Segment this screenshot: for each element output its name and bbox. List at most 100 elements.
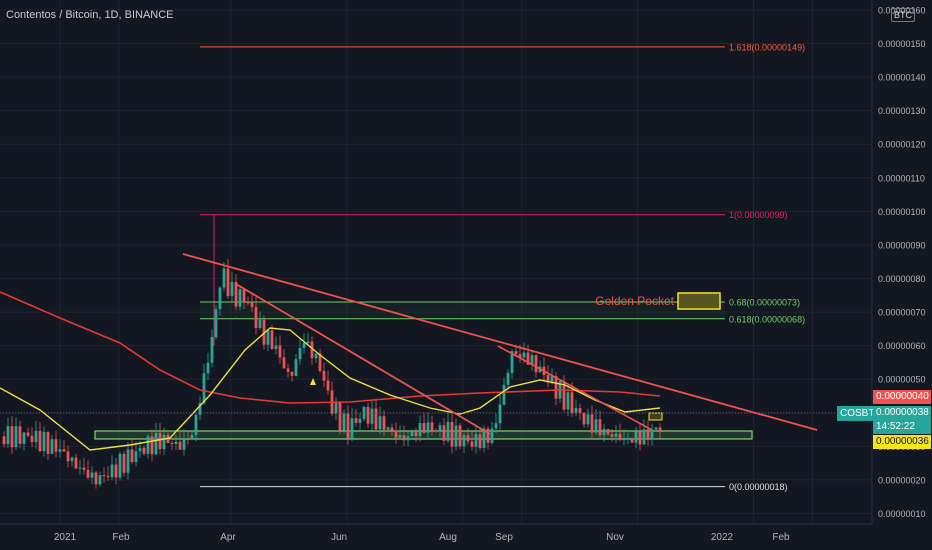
candle-body	[30, 435, 34, 443]
candle-body	[182, 439, 186, 450]
candle-body	[450, 421, 454, 447]
candle-body	[490, 428, 494, 443]
candle-body	[406, 436, 410, 441]
candle-body	[446, 421, 450, 441]
trendline-inner	[235, 283, 491, 435]
price-axis-label: 0.00000130	[878, 106, 926, 116]
candle-body	[474, 434, 478, 447]
candle-body	[78, 467, 82, 469]
candle-body	[206, 362, 210, 374]
candle-body	[102, 475, 106, 477]
candle-body	[630, 437, 634, 443]
candle-body	[310, 341, 314, 359]
candle-body	[238, 289, 242, 307]
candle-body	[418, 422, 422, 437]
candle-body	[394, 430, 398, 438]
candle-body	[106, 476, 110, 478]
price-axis-label: 0.00000050	[878, 375, 926, 385]
time-axis-label: 2022	[711, 532, 734, 543]
level-labels: 1.618(0.00000149) 1(0.00000099) 0.68(0.000…	[595, 42, 805, 492]
candle-body	[422, 422, 426, 433]
trendlines	[182, 253, 818, 435]
candle-body	[46, 431, 50, 454]
candle-body	[190, 434, 194, 440]
candle-body	[270, 330, 274, 349]
candle-body	[526, 352, 530, 365]
candle-body	[594, 419, 598, 433]
candle-body	[122, 453, 126, 473]
candle-body	[646, 429, 650, 440]
fib-level-0618-label: 0.618(0.00000068)	[729, 314, 805, 324]
ma-short-line	[0, 327, 661, 451]
candle-body	[222, 268, 226, 288]
golden-pocket-box	[677, 292, 721, 310]
support-zone-small	[648, 412, 663, 421]
candle-body	[462, 435, 466, 447]
candle-body	[574, 408, 578, 413]
candle-body	[434, 430, 438, 432]
candle-body	[66, 451, 70, 462]
candle-body	[266, 330, 270, 345]
candle-body	[390, 427, 394, 431]
candle-body	[470, 441, 474, 447]
candle-body	[174, 441, 178, 445]
fib-levels	[200, 46, 725, 488]
candle-body	[334, 402, 338, 414]
candle-body	[534, 355, 538, 373]
fib-level-1-label: 1(0.00000099)	[729, 210, 788, 220]
candle-body	[378, 416, 382, 430]
candle-body	[258, 319, 262, 328]
candle-body	[62, 449, 66, 452]
candle-body	[86, 469, 90, 478]
candle-body	[454, 425, 458, 447]
candle-body	[486, 428, 490, 443]
candle-body	[634, 431, 638, 443]
candle-body	[134, 451, 138, 462]
fib-level-0-label: 0(0.00000018)	[729, 482, 788, 492]
candle-body	[290, 371, 294, 376]
currency-button[interactable]: BTC	[891, 8, 915, 22]
candle-body	[514, 351, 518, 355]
candle-body	[114, 464, 118, 478]
last-price-tag: 0.00000038	[873, 406, 931, 420]
candle-body	[358, 418, 362, 423]
candle-body	[326, 380, 330, 391]
candle-body	[14, 426, 18, 448]
price-axis-label: 0.00000060	[878, 341, 926, 351]
candle-body	[346, 413, 350, 439]
candle-body	[242, 289, 246, 303]
ma-long-line	[0, 291, 661, 404]
time-axis-label: Feb	[112, 532, 130, 543]
candle-body	[142, 447, 146, 454]
candle-body	[502, 384, 506, 405]
candle-body	[126, 449, 130, 473]
candle-body	[498, 404, 502, 424]
candle-body	[518, 354, 522, 358]
candle-body	[314, 353, 318, 359]
signal-marker	[310, 378, 316, 385]
candle-body	[530, 355, 534, 365]
candle-body	[650, 429, 654, 440]
price-axis-label: 0.00000160	[878, 5, 926, 15]
candle-body	[226, 268, 230, 296]
price-axis-label: 0.00000140	[878, 73, 926, 83]
candle-body	[278, 345, 282, 358]
price-axis-label: 0.00000150	[878, 39, 926, 49]
candle-body	[658, 427, 662, 433]
candle-body	[370, 408, 374, 424]
candle-body	[170, 442, 174, 445]
candle-body	[458, 425, 462, 447]
candle-body	[178, 441, 182, 450]
candle-body	[294, 359, 298, 376]
candle-body	[254, 307, 258, 328]
time-axis-label: Aug	[439, 532, 457, 543]
golden-zone-fill	[200, 302, 725, 319]
golden-pocket-label: Golden Pocket	[595, 294, 674, 308]
candle-body	[398, 435, 402, 438]
time-axis-label: Sep	[495, 532, 513, 543]
candle-body	[22, 432, 26, 444]
candle-body	[362, 406, 366, 419]
candle-body	[554, 376, 558, 399]
candle-body	[546, 375, 550, 383]
